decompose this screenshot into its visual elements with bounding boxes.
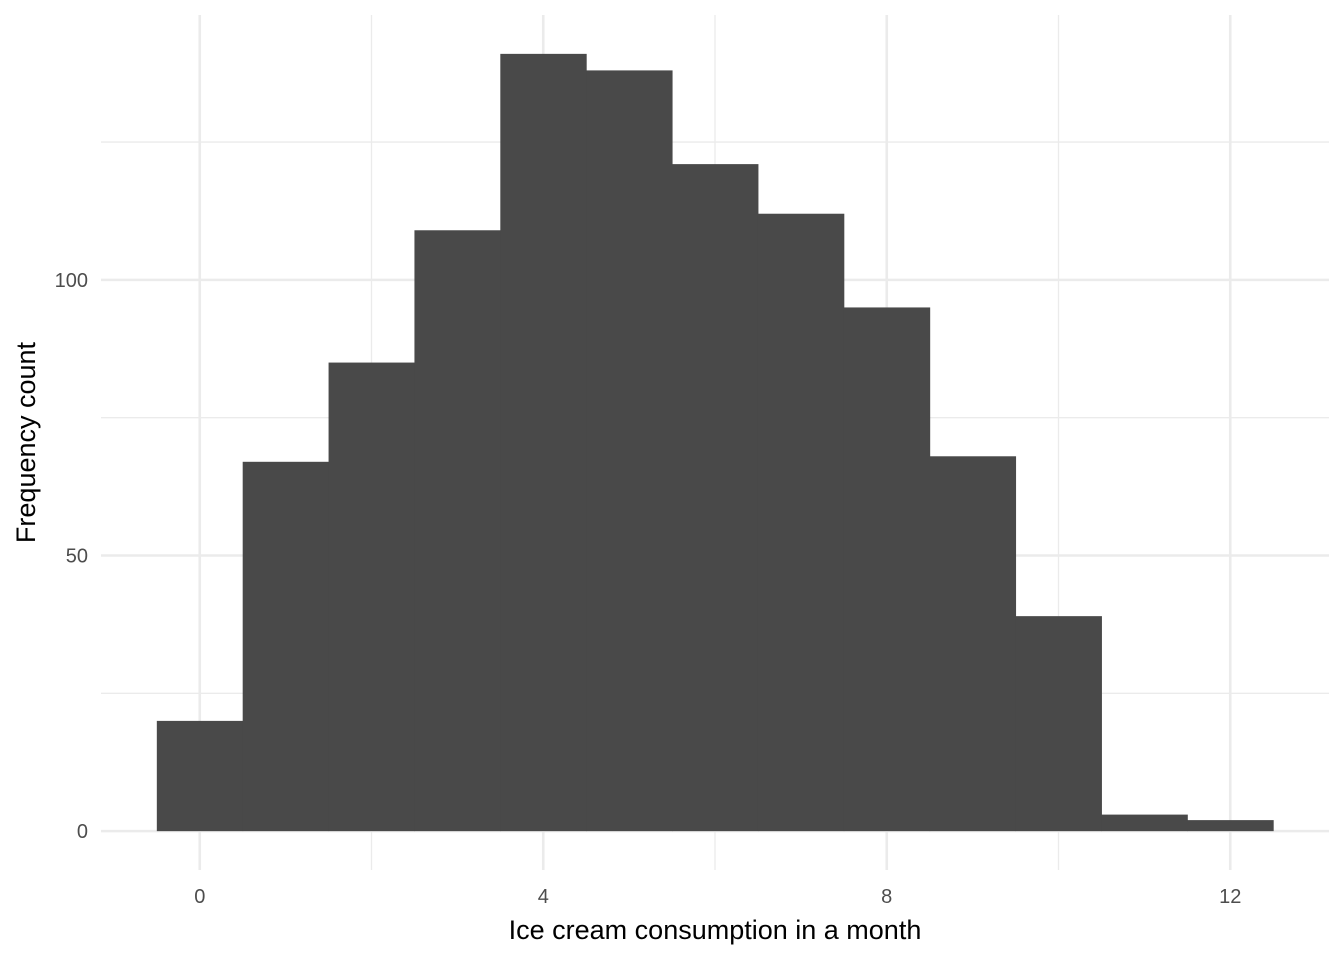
histogram-bar (757, 213, 845, 832)
y-tick-label: 50 (66, 546, 88, 568)
histogram-bar (1187, 820, 1274, 832)
y-axis-tick-labels: 0 50 100 (55, 270, 88, 843)
x-tick-label: 0 (194, 886, 205, 908)
x-axis-tick-labels: 0 4 8 12 (194, 886, 1241, 908)
x-axis-title: Ice cream consumption in a month (509, 915, 922, 945)
y-tick-label: 100 (55, 270, 88, 292)
histogram-bar (328, 362, 415, 832)
histogram-bar (586, 70, 673, 832)
bars-layer (156, 53, 1274, 832)
histogram-bar (500, 53, 587, 832)
y-axis-title: Frequency count (11, 341, 41, 543)
x-tick-label: 12 (1219, 886, 1241, 908)
y-tick-label: 0 (77, 821, 88, 843)
histogram-bar (1101, 814, 1188, 832)
histogram-bar (1015, 616, 1102, 832)
histogram-bar (929, 456, 1017, 832)
histogram-bar (672, 164, 759, 832)
histogram-bar (414, 230, 501, 832)
histogram-bar (242, 461, 330, 832)
x-tick-label: 4 (538, 886, 549, 908)
histogram-bar (156, 720, 244, 832)
histogram-bar (843, 307, 931, 832)
x-tick-label: 8 (881, 886, 892, 908)
